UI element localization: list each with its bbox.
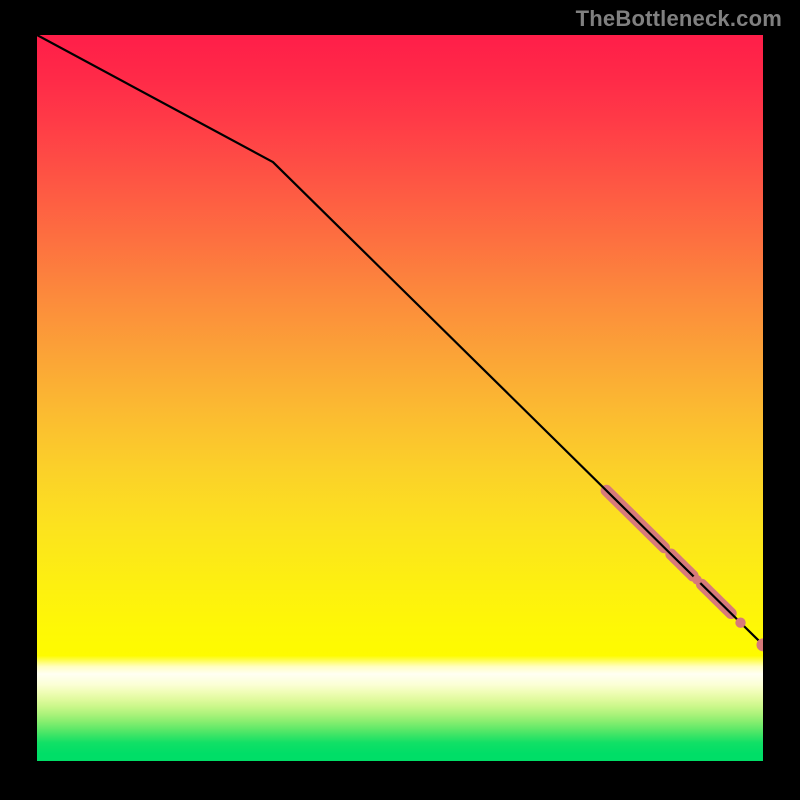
curve-marker-dot [692,575,702,585]
curve-line [37,35,763,645]
watermark-text: TheBottleneck.com [576,6,782,32]
chart-overlay [37,35,763,761]
curve-marker-dot [735,618,745,628]
